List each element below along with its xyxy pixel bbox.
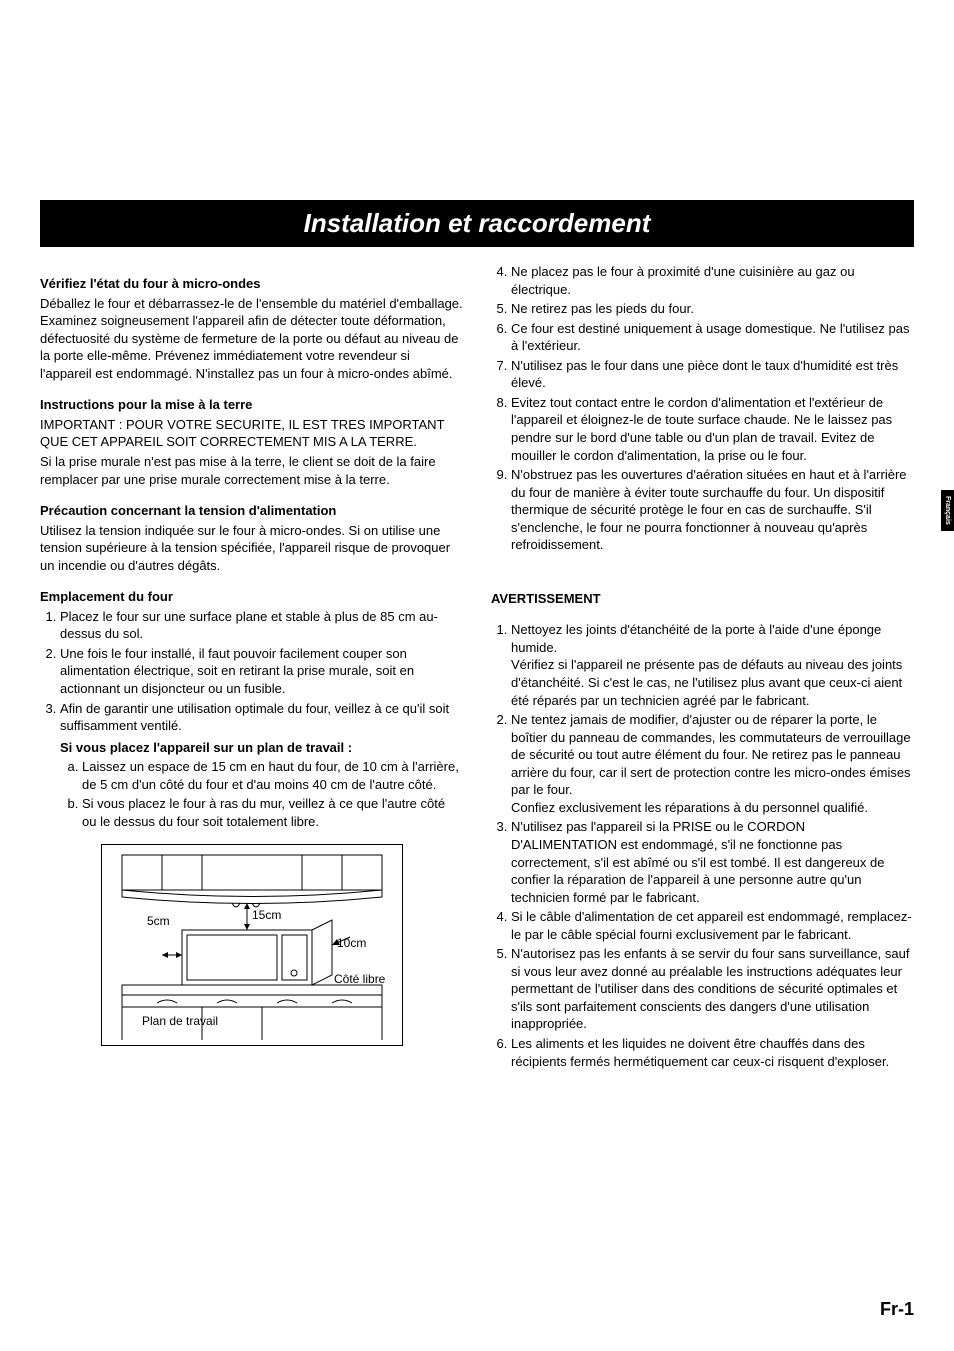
page-number: Fr-1: [880, 1297, 914, 1321]
list-item: Une fois le four installé, il faut pouvo…: [60, 645, 463, 698]
paragraph: Utilisez la tension indiquée sur le four…: [40, 522, 463, 575]
page: Français Installation et raccordement Vé…: [0, 0, 954, 1351]
list-item: Ne retirez pas les pieds du four.: [511, 300, 914, 318]
paragraph: Si la prise murale n'est pas mise à la t…: [40, 453, 463, 488]
ordered-list-warning: Nettoyez les joints d'étanchéité de la p…: [491, 621, 914, 1070]
list-item: N'autorisez pas les enfants à se servir …: [511, 945, 914, 1033]
diagram-svg: 5cm 15cm 10cm Côté libre Plan de travail: [102, 845, 402, 1045]
list-item: N'utilisez pas l'appareil si la PRISE ou…: [511, 818, 914, 906]
diagram-label-counter: Plan de travail: [142, 1014, 218, 1028]
diagram-label-side: Côté libre: [334, 972, 386, 986]
section-heading-warning: AVERTISSEMENT: [491, 590, 914, 608]
list-item: Si le câble d'alimentation de cet appare…: [511, 908, 914, 943]
list-item: Si vous placez le four à ras du mur, vei…: [82, 795, 463, 830]
list-item: N'obstruez pas les ouvertures d'aération…: [511, 466, 914, 554]
list-item: Ce four est destiné uniquement à usage d…: [511, 320, 914, 355]
list-item: Laissez un espace de 15 cm en haut du fo…: [82, 758, 463, 793]
lettered-list: Laissez un espace de 15 cm en haut du fo…: [60, 758, 463, 830]
diagram-label-5cm: 5cm: [147, 914, 170, 928]
ordered-list-placement: Placez le four sur une surface plane et …: [40, 608, 463, 831]
paragraph: IMPORTANT : POUR VOTRE SECURITE, IL EST …: [40, 416, 463, 451]
list-item: Ne tentez jamais de modifier, d'ajuster …: [511, 711, 914, 816]
list-item: Afin de garantir une utilisation optimal…: [60, 700, 463, 831]
section-heading-placement: Emplacement du four: [40, 588, 463, 606]
list-item: Les aliments et les liquides ne doivent …: [511, 1035, 914, 1070]
placement-diagram: 5cm 15cm 10cm Côté libre Plan de travail: [101, 844, 403, 1046]
left-column: Vérifiez l'état du four à micro-ondes Dé…: [40, 261, 463, 1072]
diagram-label-10cm: 10cm: [337, 936, 366, 950]
sub-heading-counter: Si vous placez l'appareil sur un plan de…: [60, 739, 463, 757]
section-heading-ground: Instructions pour la mise à la terre: [40, 396, 463, 414]
list-item: N'utilisez pas le four dans une pièce do…: [511, 357, 914, 392]
diagram-label-15cm: 15cm: [252, 908, 281, 922]
list-item: Nettoyez les joints d'étanchéité de la p…: [511, 621, 914, 709]
ordered-list-placement-cont: Ne placez pas le four à proximité d'une …: [491, 263, 914, 554]
section-heading-check: Vérifiez l'état du four à micro-ondes: [40, 275, 463, 293]
right-column: Ne placez pas le four à proximité d'une …: [491, 261, 914, 1072]
paragraph: Déballez le four et débarrassez-le de l'…: [40, 295, 463, 383]
page-title-bar: Installation et raccordement: [40, 200, 914, 247]
list-item: Ne placez pas le four à proximité d'une …: [511, 263, 914, 298]
language-tab: Français: [941, 490, 954, 531]
two-column-layout: Vérifiez l'état du four à micro-ondes Dé…: [40, 261, 914, 1072]
section-heading-voltage: Précaution concernant la tension d'alime…: [40, 502, 463, 520]
list-item: Evitez tout contact entre le cordon d'al…: [511, 394, 914, 464]
list-item: Placez le four sur une surface plane et …: [60, 608, 463, 643]
